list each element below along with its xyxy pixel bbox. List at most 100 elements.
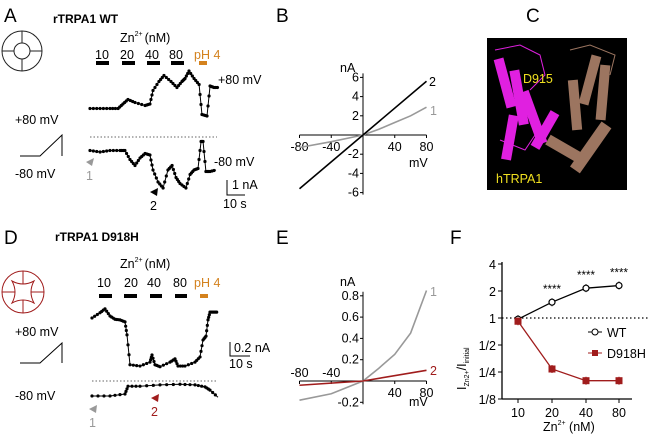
trace-point <box>152 359 156 364</box>
application-bars <box>99 294 208 298</box>
protocol-minus: -80 mV <box>15 389 56 403</box>
trace-point <box>196 166 200 171</box>
trace-point <box>90 394 94 398</box>
trace-point <box>150 353 154 357</box>
trace-point <box>101 106 105 111</box>
trace-point <box>183 364 187 368</box>
trace-point <box>197 157 201 162</box>
trace-point <box>91 149 95 153</box>
trace-point <box>187 177 191 181</box>
panel-c: C D915 hTRPA1 <box>487 6 627 190</box>
panel-label-f: F <box>450 228 462 249</box>
trace-point <box>154 176 158 180</box>
trace-point <box>127 353 131 357</box>
y-axis-label: nA <box>340 275 356 289</box>
trace-point <box>88 106 92 111</box>
trace-point <box>176 364 180 368</box>
trace-point <box>158 365 162 369</box>
data-point-D918H <box>615 377 623 385</box>
trace-point <box>102 394 106 398</box>
y-tick-label: 2 <box>352 109 359 123</box>
trace-point <box>161 363 165 367</box>
conc-label: 10 <box>95 48 109 62</box>
conc-label: 40 <box>145 48 159 62</box>
arrow-2-icon <box>150 188 158 196</box>
trace-point <box>111 148 115 153</box>
trace-point <box>203 159 207 164</box>
ph-label: pH 4 <box>194 276 220 290</box>
y-tick-label: 1 <box>489 312 496 326</box>
protein-label: hTRPA1 <box>496 172 542 186</box>
trace-point <box>103 307 107 311</box>
significance-stars: **** <box>610 268 628 280</box>
dose-response-axes: 4 2 1 1/2 1/4 1/8 10 20 40 80 **** **** **** WT D918H <box>479 258 650 420</box>
trace-point <box>190 361 194 366</box>
trace-point <box>206 104 210 108</box>
trace-point <box>105 149 109 153</box>
conc-label: 80 <box>169 48 183 62</box>
y-tick-label: 0.4 <box>342 331 359 345</box>
ramp-protocol-icon <box>20 341 63 364</box>
trace-point <box>211 390 215 395</box>
trace-point <box>165 362 169 366</box>
y-tick-label: 0.2 <box>342 353 359 367</box>
series-line-WT <box>517 284 620 320</box>
trace-point <box>108 394 112 398</box>
y-tick-label: 1/8 <box>479 393 496 407</box>
trace-point <box>151 168 155 172</box>
trace-point <box>198 92 202 97</box>
trace-point <box>200 344 204 348</box>
trace-point <box>199 102 203 107</box>
trace-point <box>164 174 168 178</box>
trace-point <box>215 85 219 90</box>
trace-point <box>189 71 193 76</box>
arrow-2-label: 2 <box>151 405 158 419</box>
y-tick-label: 1/4 <box>479 366 496 380</box>
trace-point <box>187 69 191 73</box>
x-tick-label: 40 <box>579 406 593 420</box>
trace-point <box>93 314 97 318</box>
trace-point <box>113 393 117 397</box>
trace-point <box>178 364 182 368</box>
trace-point <box>193 383 197 387</box>
legend-label-d918h: D918H <box>607 347 646 361</box>
series-line-D918H <box>517 320 619 382</box>
scale-y-label: 1 nA <box>232 178 258 192</box>
trace-point <box>98 150 102 154</box>
trace-d <box>90 307 219 398</box>
trace-point <box>95 312 99 317</box>
trace-point <box>108 106 112 111</box>
trace-point <box>198 148 202 153</box>
trace-point <box>90 316 94 320</box>
legend-marker-d918h <box>592 350 598 356</box>
trace-point <box>95 106 99 111</box>
trace-point <box>91 106 95 111</box>
trace-point <box>145 361 149 366</box>
x-axis-label: Zn2+ (nM) <box>543 420 595 434</box>
arrow-1-icon <box>86 158 94 166</box>
panel-label-a: A <box>4 6 17 27</box>
trace-point <box>151 356 155 360</box>
protocol-plus: +80 mV <box>15 325 59 339</box>
trace-point <box>141 363 145 367</box>
y-tick-label: 1/2 <box>479 339 496 353</box>
trace-point <box>96 394 100 398</box>
trace-point <box>131 363 135 367</box>
trace-point <box>125 151 129 156</box>
trace-point <box>186 71 190 76</box>
trace-point <box>128 363 132 367</box>
iv-curve-1 <box>299 106 427 149</box>
trace-point <box>151 88 155 93</box>
y-tick-label: -2 <box>348 147 359 161</box>
trace-point <box>202 149 206 154</box>
trace-point <box>163 180 167 184</box>
ramp-protocol-icon <box>20 133 63 157</box>
conc-label: 40 <box>147 276 161 290</box>
data-point-D918H <box>514 317 522 325</box>
y-tick-label: 4 <box>489 258 496 272</box>
trace-point <box>171 81 175 86</box>
trace-point <box>198 355 202 359</box>
data-point-D918H <box>548 365 556 373</box>
significance-stars: **** <box>577 270 595 282</box>
